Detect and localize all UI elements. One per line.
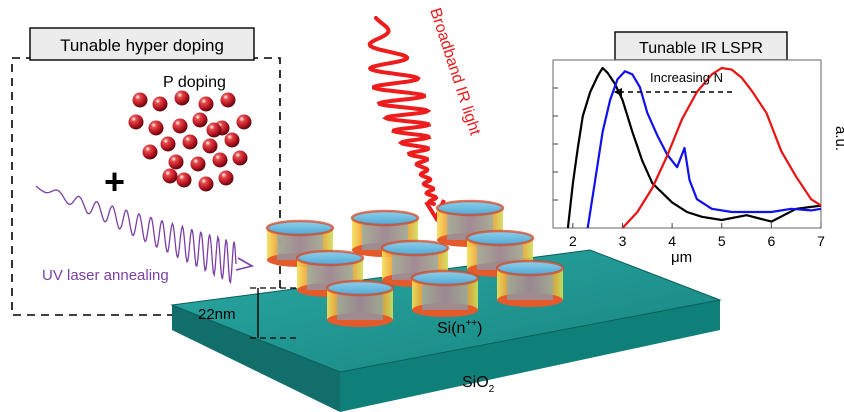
- uv-laser-arrowhead: [235, 257, 255, 271]
- dopant-atom: [212, 152, 228, 168]
- x-tick-label: 7: [817, 233, 825, 249]
- dopant-atom: [168, 154, 184, 170]
- broadband-ir-label: Broadband IR light: [426, 6, 483, 138]
- inset-title-box: [614, 31, 788, 61]
- inset-title: Tunable IR LSPR: [639, 40, 763, 57]
- dopant-atom: [160, 136, 176, 152]
- dopant-atom: [198, 96, 214, 112]
- ir-light-wave: [367, 16, 439, 206]
- nanopillar: [325, 279, 395, 327]
- silicon-nanopillars: [265, 199, 565, 327]
- x-tick-label: 4: [668, 233, 676, 249]
- inset-series: [566, 66, 822, 229]
- lspr-inset: Tunable IR LSPR 2 3 4 5 6 7 Increasing N μm a…: [552, 31, 844, 266]
- series-line-1: [586, 70, 822, 229]
- dopant-atom: [142, 144, 158, 160]
- dopant-atom: [132, 92, 148, 108]
- inset-xlabel: μm: [671, 249, 692, 266]
- plus-sign: +: [104, 161, 125, 202]
- dopant-atom: [232, 150, 248, 166]
- inset-ticks: 2 3 4 5 6 7: [553, 87, 825, 249]
- x-tick-label: 6: [767, 233, 775, 249]
- dopant-atom: [152, 96, 168, 112]
- dopant-atom: [162, 168, 178, 184]
- series-line-2: [621, 66, 822, 229]
- x-tick-label: 3: [619, 233, 627, 249]
- nanopillar: [410, 269, 480, 317]
- hyper-doping-title: Tunable hyper doping: [60, 36, 224, 55]
- inset-ylabel: a.u.: [832, 126, 844, 151]
- dopant-atom: [176, 172, 192, 188]
- dopant-atom: [202, 138, 218, 154]
- uv-laser-label: UV laser annealing: [42, 267, 169, 284]
- uv-laser-wave: [35, 185, 237, 285]
- x-tick-label: 5: [718, 233, 726, 249]
- dopant-atom: [220, 92, 236, 108]
- dopant-atom: [236, 114, 252, 130]
- dopant-atom: [192, 112, 208, 128]
- dopant-atom: [218, 170, 234, 186]
- dopant-atom: [128, 114, 144, 130]
- dopant-atom: [198, 176, 214, 192]
- dopant-atom: [190, 156, 206, 172]
- dopant-atom: [174, 90, 190, 106]
- dopant-atom: [206, 122, 222, 138]
- silicon-label: Si(n++): [437, 318, 482, 337]
- thickness-marker: [250, 287, 300, 339]
- thickness-label: 22nm: [198, 306, 236, 323]
- nanopillar: [495, 259, 565, 307]
- hyper-doping-title-box: Tunable hyper doping: [29, 27, 255, 61]
- substrate-label: SiO2: [462, 374, 495, 395]
- dopant-atom: [224, 132, 240, 148]
- series-line-0: [566, 66, 822, 229]
- dopant-atom: [172, 118, 188, 134]
- dopant-atom: [148, 120, 164, 136]
- dopant-atom: [182, 134, 198, 150]
- p-doping-label: P doping: [163, 74, 226, 91]
- dopant-atoms: [128, 90, 252, 192]
- increasing-n-label: Increasing N: [650, 70, 723, 85]
- x-tick-label: 2: [569, 233, 577, 249]
